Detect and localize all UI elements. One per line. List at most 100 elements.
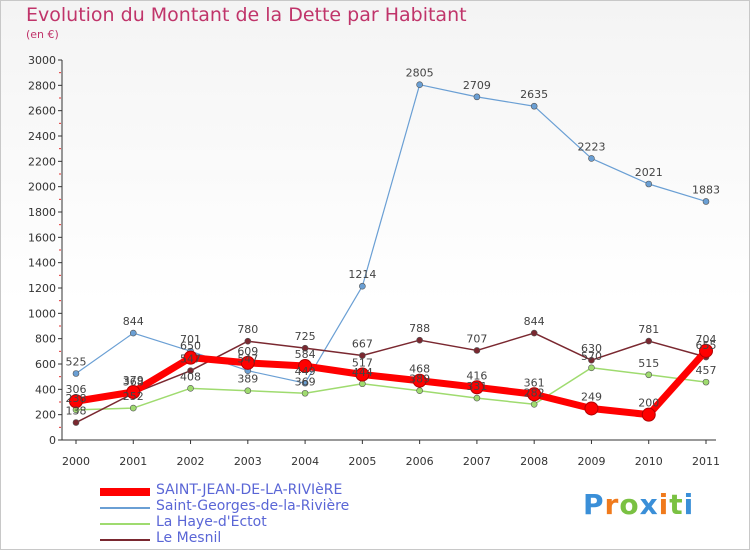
y-minor-tick — [59, 72, 61, 74]
data-point — [584, 401, 599, 416]
legend-swatch — [100, 539, 150, 541]
data-point — [126, 384, 141, 399]
y-tick-label: 3000 — [28, 54, 56, 67]
data-point — [129, 329, 137, 337]
data-point — [187, 367, 194, 375]
x-tick-label: 2000 — [62, 455, 90, 468]
data-label: 468 — [409, 363, 430, 376]
data-label: 525 — [66, 356, 87, 369]
y-tick-label: 2000 — [28, 181, 56, 194]
series-line — [75, 84, 707, 384]
data-label: 1883 — [692, 183, 720, 196]
y-tick-label: 0 — [49, 434, 56, 447]
data-label: 725 — [295, 330, 316, 343]
y-tick-label: 200 — [35, 409, 56, 422]
data-label: 547 — [237, 353, 258, 366]
series-line — [72, 347, 710, 419]
data-label: 249 — [581, 390, 602, 403]
data-label: 667 — [352, 338, 373, 351]
logo-letter: o — [619, 488, 640, 521]
chart-title: Evolution du Montant de la Dette par Hab… — [26, 4, 467, 26]
data-label: 2021 — [635, 166, 663, 179]
x-tick-label: 2006 — [406, 455, 434, 468]
data-label: 368 — [123, 375, 144, 388]
y-tick-label: 2400 — [28, 130, 56, 143]
data-point — [473, 394, 481, 402]
data-label: 444 — [352, 366, 373, 379]
data-point — [244, 387, 252, 395]
data-label: 630 — [581, 342, 602, 355]
data-point — [359, 282, 366, 290]
data-point — [473, 347, 481, 354]
data-point — [645, 180, 653, 188]
series-line — [75, 332, 707, 424]
y-minor-tick — [59, 173, 61, 175]
y-tick-label: 2600 — [28, 105, 56, 118]
data-label: 379 — [123, 374, 144, 387]
data-label: 704 — [696, 333, 717, 346]
y-minor-tick — [59, 401, 61, 403]
data-point — [298, 359, 313, 374]
y-tick-label: 600 — [35, 358, 56, 371]
data-label: 361 — [524, 376, 545, 389]
data-point — [469, 380, 484, 395]
data-label: 655 — [696, 339, 717, 352]
data-point — [416, 387, 423, 395]
data-label: 331 — [466, 380, 487, 393]
x-tick-label: 2003 — [234, 455, 262, 468]
data-label: 547 — [180, 353, 201, 366]
data-label: 781 — [638, 323, 659, 336]
chart-subtitle: (en €) — [26, 28, 59, 41]
legend-label: SAINT-JEAN-DE-LA-RIVIèRE — [156, 482, 343, 498]
y-tick-label: 1400 — [28, 257, 56, 270]
data-point — [412, 373, 427, 388]
data-point — [183, 350, 198, 365]
x-tick-label: 2010 — [635, 455, 663, 468]
data-label: 609 — [237, 345, 258, 358]
legend-label: Le Mesnil — [156, 530, 222, 546]
logo-letter: P — [583, 488, 605, 521]
data-point — [530, 102, 538, 110]
x-tick-label: 2004 — [291, 455, 319, 468]
data-point — [355, 367, 370, 382]
data-label: 517 — [352, 357, 373, 370]
data-point — [641, 407, 656, 422]
data-label: 282 — [524, 386, 545, 399]
data-label: 252 — [123, 390, 144, 403]
y-minor-tick — [59, 198, 61, 200]
data-point — [416, 81, 423, 88]
x-tick-label: 2007 — [463, 455, 491, 468]
data-label: 408 — [180, 370, 201, 383]
data-point — [69, 394, 83, 409]
y-tick-label: 400 — [35, 383, 56, 396]
data-label: 701 — [180, 333, 201, 346]
x-tick-label: 2008 — [520, 455, 548, 468]
data-point — [588, 155, 595, 162]
series-line — [75, 367, 707, 411]
y-minor-tick — [59, 122, 61, 124]
y-minor-tick — [59, 274, 61, 276]
legend-swatch — [100, 523, 150, 525]
y-minor-tick — [59, 376, 61, 378]
data-point — [645, 337, 653, 345]
logo-letter: x — [639, 488, 659, 521]
data-point — [359, 380, 366, 388]
data-point — [588, 364, 595, 372]
y-minor-tick — [59, 325, 61, 327]
data-label: 2635 — [520, 88, 548, 101]
data-point — [72, 419, 80, 426]
y-tick-label: 2800 — [28, 79, 56, 92]
y-minor-tick — [59, 97, 61, 99]
y-minor-tick — [59, 300, 61, 302]
data-point — [645, 371, 653, 379]
data-point — [530, 329, 538, 337]
data-label: 1214 — [348, 268, 376, 281]
logo-letter: i — [683, 488, 695, 521]
x-tick-label: 2001 — [119, 455, 147, 468]
legend-swatch — [100, 488, 150, 496]
data-label: 389 — [409, 373, 430, 386]
data-point — [301, 379, 309, 387]
y-tick-label: 800 — [35, 333, 56, 346]
